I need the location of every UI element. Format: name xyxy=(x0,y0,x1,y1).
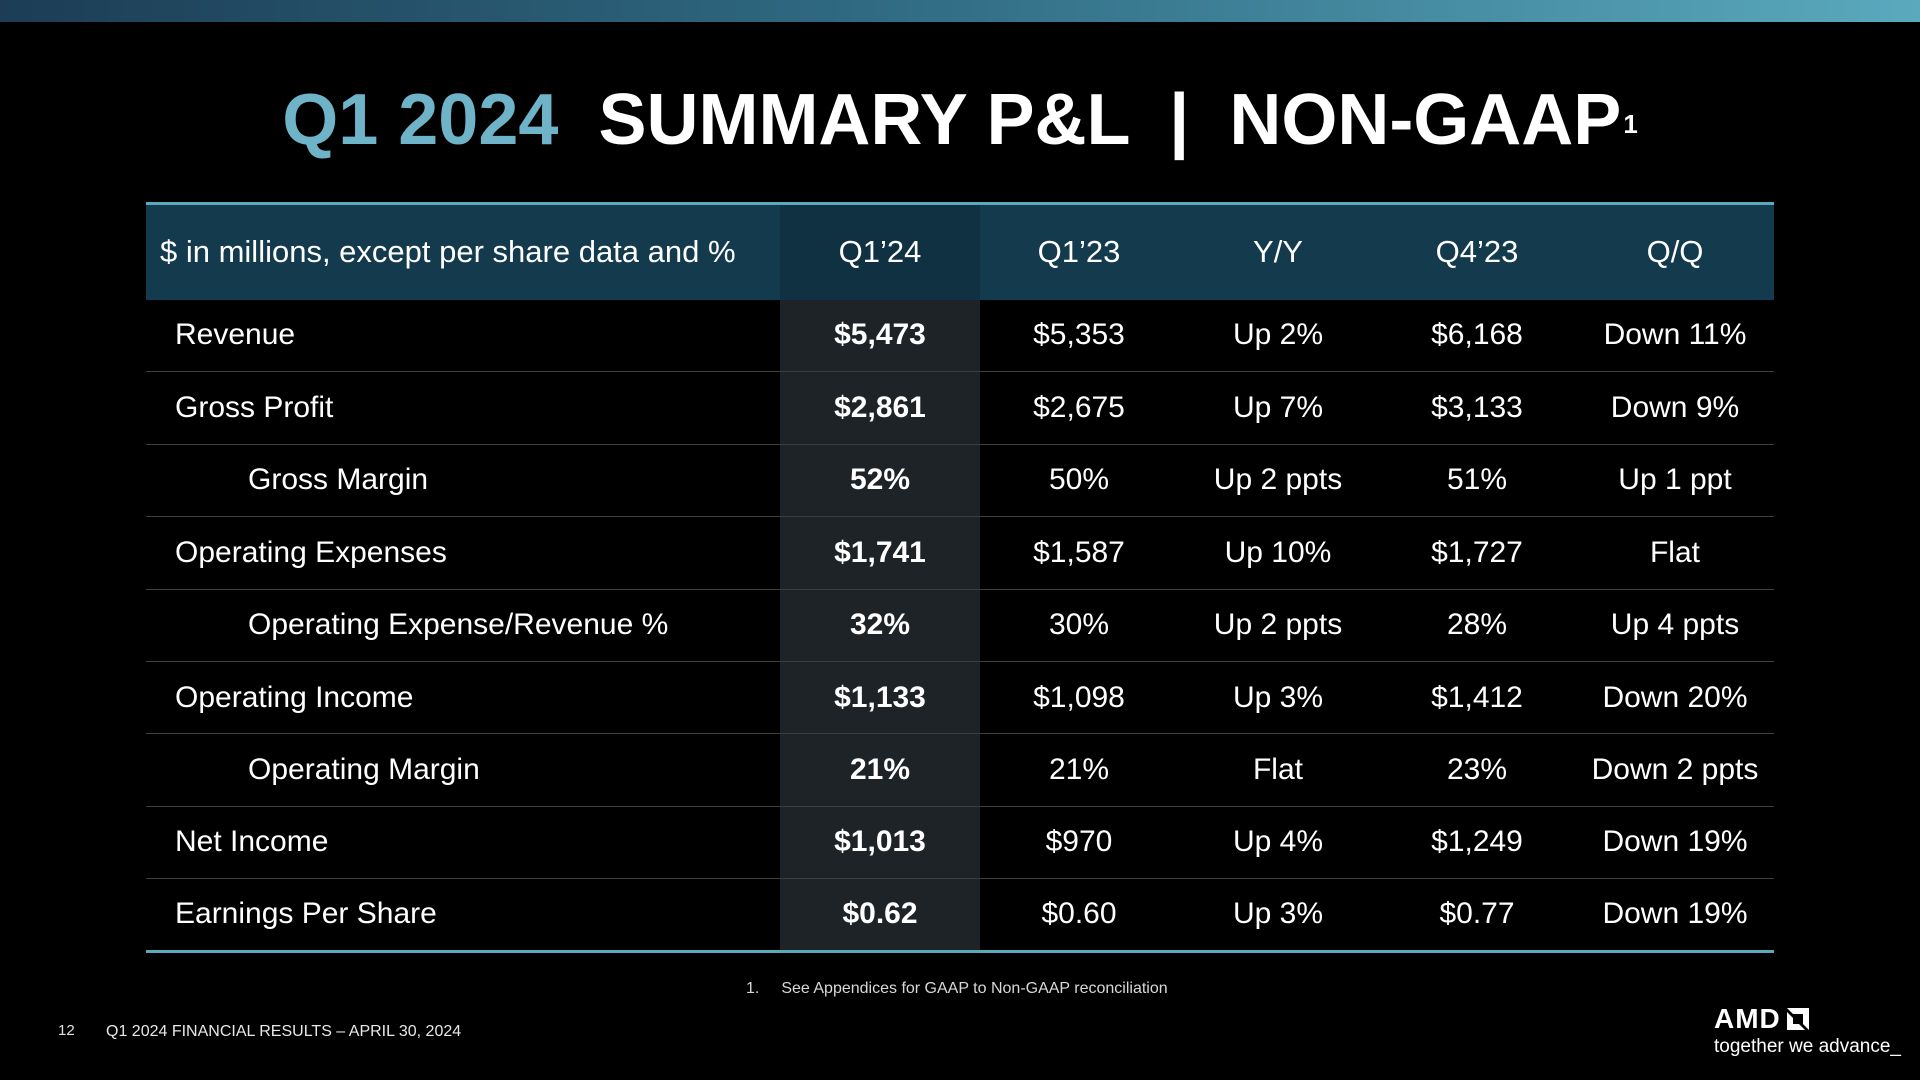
header-qq: Q/Q xyxy=(1576,202,1774,300)
cell-yy: Up 2 ppts xyxy=(1178,589,1378,662)
table-row: Operating Expenses $1,741 $1,587 Up 10% … xyxy=(146,516,1774,590)
table-header-row: $ in millions, except per share data and… xyxy=(146,202,1774,300)
cell-q1-23: 30% xyxy=(980,589,1178,662)
cell-q4-23: $0.77 xyxy=(1378,878,1576,953)
cell-yy: Up 10% xyxy=(1178,516,1378,590)
cell-q1-23: $0.60 xyxy=(980,878,1178,953)
cell-q1-23: 21% xyxy=(980,733,1178,807)
row-label: Operating Margin xyxy=(146,733,780,807)
cell-q1-24: 52% xyxy=(780,444,980,518)
cell-q1-24: $1,133 xyxy=(780,661,980,735)
amd-logo-text: AMD xyxy=(1714,1003,1781,1034)
cell-q1-23: $2,675 xyxy=(980,371,1178,445)
cell-q1-23: $1,587 xyxy=(980,516,1178,590)
table-row: Operating Income $1,133 $1,098 Up 3% $1,… xyxy=(146,661,1774,735)
cell-qq: Down 19% xyxy=(1576,806,1774,880)
cell-q1-23: $970 xyxy=(980,806,1178,880)
cell-q4-23: 51% xyxy=(1378,444,1576,518)
cell-q1-24: $5,473 xyxy=(780,299,980,373)
table-row: Earnings Per Share $0.62 $0.60 Up 3% $0.… xyxy=(146,878,1774,953)
cell-yy: Up 2% xyxy=(1178,299,1378,373)
table-row: Gross Profit $2,861 $2,675 Up 7% $3,133 … xyxy=(146,371,1774,445)
cell-q4-23: $6,168 xyxy=(1378,299,1576,373)
top-gradient-bar xyxy=(0,0,1920,22)
amd-arrow-icon xyxy=(1786,1008,1809,1030)
title-main: SUMMARY P&L | NON-GAAP xyxy=(578,80,1621,160)
cell-q1-24: $0.62 xyxy=(780,878,980,953)
cell-q4-23: $1,412 xyxy=(1378,661,1576,735)
header-q1-24: Q1’24 xyxy=(780,202,980,300)
table-row: Gross Margin 52% 50% Up 2 ppts 51% Up 1 … xyxy=(146,444,1774,518)
tagline: together we advance_ xyxy=(1714,1036,1901,1057)
amd-logo: AMD xyxy=(1714,1004,1904,1034)
cell-qq: Flat xyxy=(1576,516,1774,590)
amd-brand: AMD together we advance_ xyxy=(1714,1004,1904,1064)
cell-q4-23: $1,249 xyxy=(1378,806,1576,880)
cell-qq: Down 11% xyxy=(1576,299,1774,373)
row-label: Operating Expenses xyxy=(146,516,780,590)
footer-text: Q1 2024 FINANCIAL RESULTS – APRIL 30, 20… xyxy=(106,1023,462,1040)
cell-yy: Up 2 ppts xyxy=(1178,444,1378,518)
cell-q1-23: 50% xyxy=(980,444,1178,518)
header-yy: Y/Y xyxy=(1178,202,1378,300)
cell-q1-23: $1,098 xyxy=(980,661,1178,735)
page-number: 12 xyxy=(58,1022,75,1039)
header-q4-23: Q4’23 xyxy=(1378,202,1576,300)
cell-yy: Up 4% xyxy=(1178,806,1378,880)
cell-q1-24: $2,861 xyxy=(780,371,980,445)
cell-q1-23: $5,353 xyxy=(980,299,1178,373)
header-description: $ in millions, except per share data and… xyxy=(146,202,780,300)
cell-yy: Flat xyxy=(1178,733,1378,807)
cell-yy: Up 3% xyxy=(1178,661,1378,735)
row-label: Earnings Per Share xyxy=(146,878,780,953)
cell-q4-23: 23% xyxy=(1378,733,1576,807)
footnote-number: 1. xyxy=(746,980,760,997)
cell-q4-23: $1,727 xyxy=(1378,516,1576,590)
cell-yy: Up 3% xyxy=(1178,878,1378,953)
cell-q4-23: $3,133 xyxy=(1378,371,1576,445)
row-label: Revenue xyxy=(146,299,780,373)
footnote: 1. See Appendices for GAAP to Non-GAAP re… xyxy=(746,980,1168,998)
header-q1-23: Q1’23 xyxy=(980,202,1178,300)
cell-q1-24: 21% xyxy=(780,733,980,807)
table-row: Operating Expense/Revenue % 32% 30% Up 2… xyxy=(146,589,1774,662)
title-accent: Q1 2024 xyxy=(282,80,559,160)
row-label: Net Income xyxy=(146,806,780,880)
footnote-text: See Appendices for GAAP to Non-GAAP reco… xyxy=(781,980,1168,997)
title-footnote-marker: 1 xyxy=(1623,109,1638,139)
pl-table-container: $ in millions, except per share data and… xyxy=(146,202,1774,953)
cell-yy: Up 7% xyxy=(1178,371,1378,445)
cell-qq: Up 1 ppt xyxy=(1576,444,1774,518)
cell-qq: Down 19% xyxy=(1576,878,1774,953)
cell-q4-23: 28% xyxy=(1378,589,1576,662)
cell-qq: Up 4 ppts xyxy=(1576,589,1774,662)
table-row: Revenue $5,473 $5,353 Up 2% $6,168 Down … xyxy=(146,299,1774,373)
cell-qq: Down 9% xyxy=(1576,371,1774,445)
table-row: Operating Margin 21% 21% Flat 23% Down 2… xyxy=(146,733,1774,807)
cell-q1-24: $1,741 xyxy=(780,516,980,590)
row-label: Operating Expense/Revenue % xyxy=(146,589,780,662)
row-label: Gross Profit xyxy=(146,371,780,445)
cell-q1-24: 32% xyxy=(780,589,980,662)
cell-qq: Down 20% xyxy=(1576,661,1774,735)
table-body: Revenue $5,473 $5,353 Up 2% $6,168 Down … xyxy=(146,299,1774,953)
row-label: Gross Margin xyxy=(146,444,780,518)
title-main-text: SUMMARY P&L | NON-GAAP xyxy=(598,80,1622,160)
row-label: Operating Income xyxy=(146,661,780,735)
summary-pl-table: $ in millions, except per share data and… xyxy=(146,202,1774,953)
cell-qq: Down 2 ppts xyxy=(1576,733,1774,807)
cell-q1-24: $1,013 xyxy=(780,806,980,880)
table-row: Net Income $1,013 $970 Up 4% $1,249 Down… xyxy=(146,806,1774,880)
slide-title: Q1 2024 SUMMARY P&L | NON-GAAP1 xyxy=(0,78,1920,162)
